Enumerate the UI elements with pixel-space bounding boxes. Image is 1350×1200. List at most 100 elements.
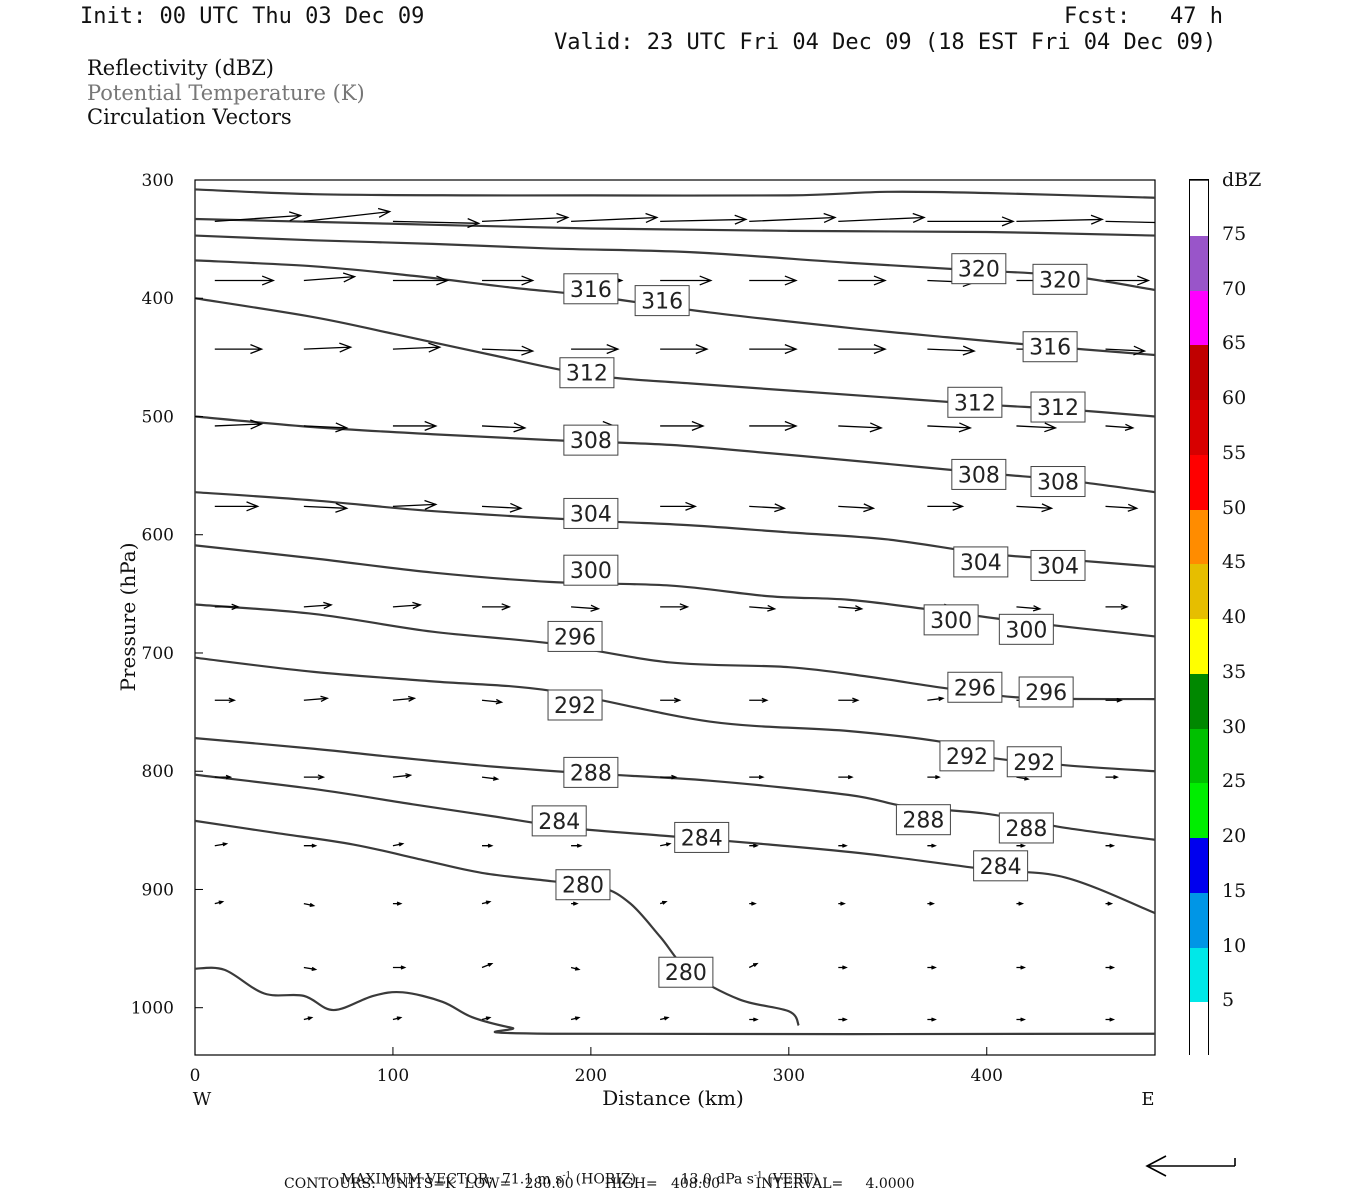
colorbar-label: 50	[1222, 496, 1247, 519]
contour-label-box	[1006, 746, 1062, 778]
isentrope-312-9	[195, 297, 1155, 418]
contour-label-box	[1030, 549, 1086, 581]
contour-label-box	[563, 424, 619, 456]
circulation-vector	[927, 965, 937, 970]
circulation-vector	[927, 345, 976, 356]
circulation-vector	[303, 902, 316, 907]
y-tick-label: 800	[142, 762, 174, 782]
circulation-vector	[303, 502, 349, 513]
circulation-vector	[481, 1016, 492, 1021]
colorbar-label: 20	[1222, 825, 1247, 847]
circulation-vector	[214, 603, 240, 611]
circulation-vector	[1105, 503, 1139, 512]
colorbar-bin-50	[1190, 453, 1208, 510]
colorbar-label: 10	[1222, 934, 1247, 957]
colorbar-label: 75	[1222, 222, 1247, 245]
colorbar-bin-55	[1190, 399, 1208, 455]
circulation-vector	[1016, 776, 1030, 781]
colorbar-label: 5	[1222, 989, 1235, 1012]
circulation-vector	[392, 901, 403, 906]
circulation-vector	[570, 966, 581, 971]
contour-label-box	[998, 812, 1054, 844]
circulation-vector	[660, 842, 672, 847]
colorbar-bin-35	[1190, 618, 1208, 674]
y-tick-label: 500	[142, 407, 174, 427]
vector-layer	[214, 207, 1155, 1022]
contour-label-box	[951, 253, 1007, 285]
contour-label-box	[531, 805, 587, 837]
circulation-vector	[481, 962, 494, 969]
contour-label: 284	[538, 810, 580, 835]
contour-label-box	[951, 458, 1007, 490]
circulation-vector	[571, 212, 659, 224]
isentrope-280-0	[195, 966, 1155, 1036]
x-axis-label: Distance (km)	[602, 1086, 744, 1110]
contour-label-box	[563, 554, 619, 586]
contour-label-box	[563, 497, 619, 529]
colorbar-bin-10	[1190, 891, 1208, 948]
circulation-vector	[303, 1016, 314, 1021]
circulation-vector	[214, 900, 225, 905]
max-horiz-exp: -1	[562, 1171, 572, 1181]
contour-label-box	[1018, 676, 1074, 708]
circulation-vector	[482, 603, 512, 611]
contour-label-box	[563, 756, 619, 788]
circulation-vector	[303, 966, 318, 971]
y-axis-label: Pressure (hPa)	[116, 543, 140, 692]
circulation-vector	[303, 843, 318, 848]
circulation-vector	[1016, 843, 1026, 848]
circulation-vector	[927, 216, 1015, 227]
isentrope-upper-13	[195, 188, 1155, 199]
contour-label-box	[1032, 263, 1088, 295]
circulation-vector	[1105, 345, 1147, 356]
circulation-vector	[838, 965, 848, 970]
circulation-vector	[1105, 603, 1129, 610]
circulation-vector	[392, 342, 442, 353]
field-potential-temperature: Potential Temperature (K)	[87, 81, 365, 105]
x-tick-label: 400	[971, 1066, 1003, 1086]
x-tick-label: 300	[773, 1066, 805, 1086]
circulation-vector	[660, 697, 682, 704]
contour-label: 320	[958, 258, 1000, 283]
colorbar-bin-0	[1190, 1001, 1208, 1056]
circulation-vector	[303, 342, 353, 353]
circulation-vector	[927, 696, 945, 702]
circulation-vector	[927, 501, 965, 511]
circulation-vector	[749, 775, 765, 780]
circulation-vector	[303, 601, 333, 610]
max-horiz-value: 71.1	[501, 1171, 534, 1188]
contour-label: 284	[681, 826, 723, 851]
circulation-vector	[838, 605, 864, 612]
contour-label: 308	[1037, 471, 1079, 496]
circulation-vector	[838, 1017, 848, 1022]
footer-contours: CONTOURS: UNITS=K LOW= 280.00 HIGH= 408.…	[284, 1176, 915, 1192]
isentrope-308-8	[195, 415, 1155, 494]
field-circulation-vectors: Circulation Vectors	[87, 105, 292, 129]
isentrope-304-7	[195, 491, 1155, 568]
contour-label: 316	[1029, 336, 1071, 361]
circulation-vector	[1105, 965, 1116, 970]
circulation-vector	[927, 843, 937, 848]
circulation-vector	[392, 275, 450, 286]
colorbar-label: 65	[1222, 332, 1247, 355]
contour-label-box	[998, 613, 1054, 645]
contour-label-box	[947, 386, 1003, 418]
contour-label: 296	[554, 625, 596, 650]
contour-label: 300	[570, 559, 612, 584]
circulation-vector	[1105, 275, 1151, 286]
max-vert-value: 13.0	[680, 1171, 712, 1188]
circulation-vector	[838, 212, 926, 224]
circulation-vector	[660, 275, 713, 286]
circulation-vector	[838, 503, 876, 513]
colorbar-bin-70	[1190, 234, 1208, 291]
circulation-vector	[1105, 775, 1119, 780]
circulation-vector	[392, 773, 413, 779]
colorbar-unit: dBZ	[1222, 169, 1262, 191]
colorbar-label: 60	[1222, 387, 1247, 409]
circulation-vector	[749, 901, 757, 906]
circulation-vector	[214, 842, 229, 847]
circulation-vector	[749, 604, 777, 612]
circulation-vector	[660, 774, 678, 780]
contour-label: 292	[1013, 751, 1055, 776]
x-tick-label: 0	[190, 1066, 201, 1086]
